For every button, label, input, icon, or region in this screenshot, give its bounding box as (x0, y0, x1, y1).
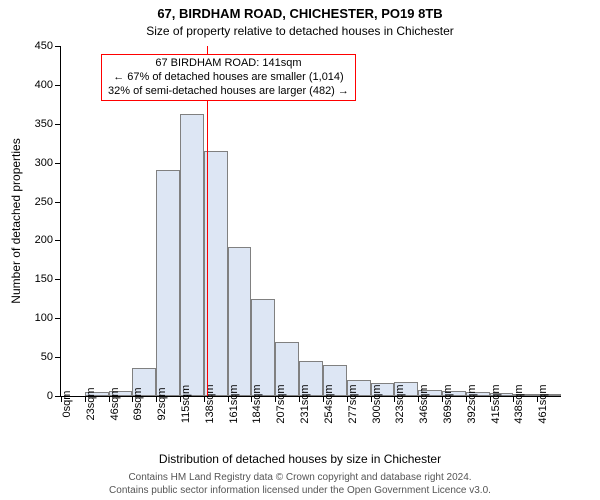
x-tick-label: 207sqm (275, 384, 287, 423)
annotation-line: ← 67% of detached houses are smaller (1,… (108, 71, 349, 85)
x-tick-label: 346sqm (418, 384, 430, 423)
footer-line-2: Contains public sector information licen… (0, 485, 600, 498)
annotation-line: 67 BIRDHAM ROAD: 141sqm (108, 57, 349, 71)
x-tick-label: 46sqm (109, 387, 121, 420)
y-tick-label: 450 (35, 40, 53, 52)
y-tick (55, 202, 61, 203)
x-tick-label: 392sqm (466, 384, 478, 423)
chart-container: { "titles": { "main": "67, BIRDHAM ROAD,… (0, 0, 600, 500)
x-tick-label: 415sqm (490, 384, 502, 423)
histogram-bar (228, 247, 252, 396)
x-tick-label: 438sqm (513, 384, 525, 423)
y-tick (55, 85, 61, 86)
chart-title: 67, BIRDHAM ROAD, CHICHESTER, PO19 8TB (0, 6, 600, 21)
x-tick-label: 369sqm (442, 384, 454, 423)
annotation-line: 32% of semi-detached houses are larger (… (108, 85, 349, 99)
y-tick (55, 318, 61, 319)
plot-area: 0501001502002503003504004500sqm23sqm46sq… (60, 46, 561, 397)
y-tick-label: 100 (35, 312, 53, 324)
footer-line-1: Contains HM Land Registry data © Crown c… (0, 472, 600, 485)
x-tick-label: 231sqm (299, 384, 311, 423)
y-tick-label: 250 (35, 196, 53, 208)
x-tick-label: 184sqm (251, 384, 263, 423)
y-tick-label: 200 (35, 234, 53, 246)
x-tick-label: 115sqm (180, 385, 192, 423)
x-tick-label: 323sqm (394, 384, 406, 423)
y-tick-label: 0 (47, 390, 53, 402)
y-tick-label: 50 (41, 351, 53, 363)
y-tick (55, 124, 61, 125)
x-tick-label: 300sqm (371, 384, 383, 423)
x-tick-label: 277sqm (347, 384, 359, 423)
chart-subtitle: Size of property relative to detached ho… (0, 24, 600, 38)
x-tick-label: 23sqm (85, 387, 97, 420)
y-axis-title: Number of detached properties (9, 138, 23, 303)
histogram-bar (180, 114, 204, 396)
histogram-bar (156, 170, 180, 396)
x-tick-label: 138sqm (204, 384, 216, 423)
x-tick-label: 461sqm (537, 384, 549, 423)
histogram-bar (251, 299, 275, 396)
y-tick-label: 400 (35, 79, 53, 91)
y-tick-label: 300 (35, 157, 53, 169)
footer-attribution: Contains HM Land Registry data © Crown c… (0, 472, 600, 497)
y-tick (55, 46, 61, 47)
y-tick-label: 350 (35, 118, 53, 130)
x-tick-label: 0sqm (61, 391, 73, 418)
y-tick (55, 279, 61, 280)
y-tick (55, 357, 61, 358)
x-tick-label: 69sqm (132, 387, 144, 420)
y-tick (55, 163, 61, 164)
annotation-box: 67 BIRDHAM ROAD: 141sqm← 67% of detached… (101, 54, 356, 101)
x-axis-title: Distribution of detached houses by size … (0, 452, 600, 466)
x-tick-label: 161sqm (228, 384, 240, 423)
y-tick (55, 240, 61, 241)
y-tick-label: 150 (35, 273, 53, 285)
x-tick-label: 254sqm (323, 384, 335, 423)
x-tick-label: 92sqm (156, 387, 168, 420)
